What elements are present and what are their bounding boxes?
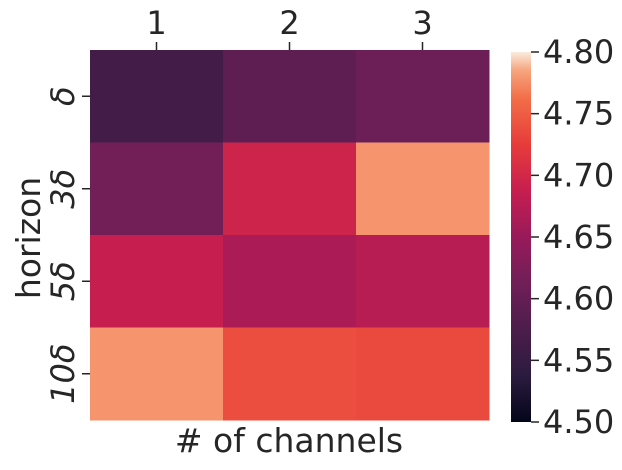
colorbar-tick-label: 4.80 [543,33,614,71]
heatmap-cell [356,142,490,236]
heatmap-cell [90,327,224,421]
y-axis: δ 3δ 5δ 10δ [44,86,90,404]
heatmap-cell [90,50,224,143]
x-tick-label: 3 [412,4,432,42]
x-tick-label: 1 [146,4,166,42]
y-tick-label: 10δ [44,344,82,404]
x-tick-label: 2 [279,4,299,42]
heatmap-cell [356,235,490,328]
colorbar-tick-label: 4.60 [543,280,614,318]
heatmap-cells [90,50,490,421]
colorbar-tick-label: 4.65 [543,218,614,256]
x-axis: 1 2 3 [146,4,433,50]
colorbar-tick-label: 4.50 [543,403,614,441]
heatmap-cell [356,327,490,421]
heatmap-cell [90,142,224,236]
heatmap-cell [223,50,357,143]
colorbar-tick-label: 4.75 [543,95,614,133]
heatmap-cell [223,327,357,421]
heatmap-cell [90,235,224,328]
colorbar-tick-label: 4.55 [543,341,614,379]
heatmap-cell [223,235,357,328]
colorbar [511,52,531,422]
heatmap-cell [356,50,490,143]
x-axis-label: # of channels [175,421,403,460]
colorbar-tick-label: 4.70 [543,156,614,194]
y-tick-label: 3δ [44,169,82,209]
colorbar-ticks: 4.50 4.55 4.60 4.65 4.70 4.75 4.80 [531,33,614,441]
y-tick-label: 5δ [44,261,82,301]
y-tick-label: δ [44,86,82,106]
y-axis-label: horizon [9,177,48,299]
heatmap-cell [223,142,357,236]
